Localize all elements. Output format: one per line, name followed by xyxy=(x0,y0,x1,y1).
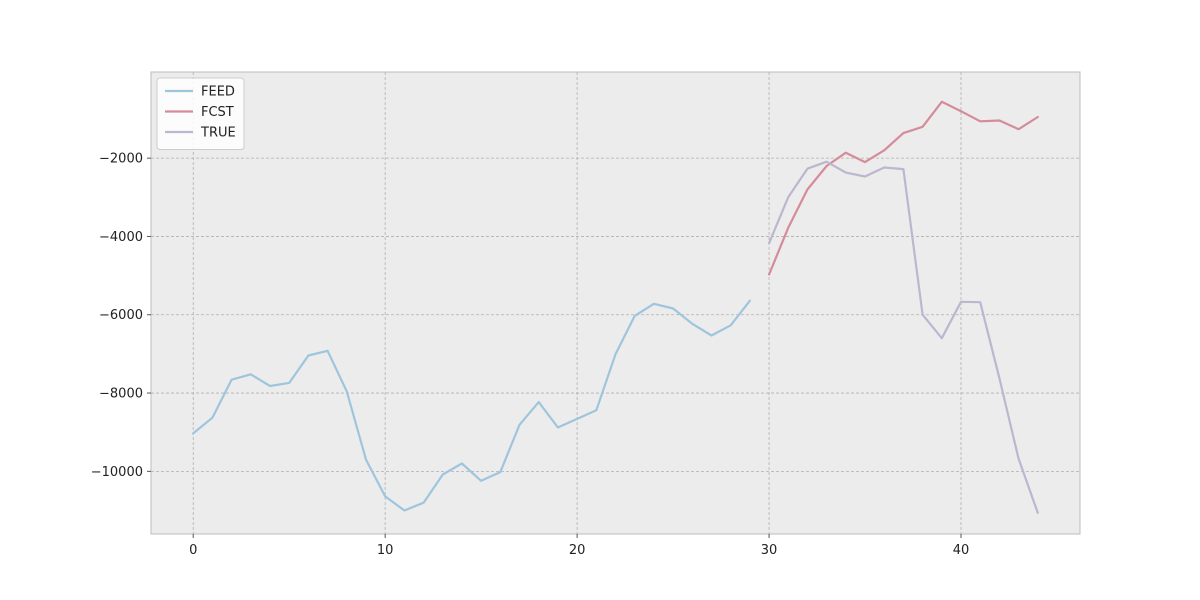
y-axis: −2000 −4000 −6000 −8000 −10000 xyxy=(91,152,151,480)
legend-label-fcst: FCST xyxy=(201,105,234,120)
series-lines xyxy=(192,100,1039,515)
legend-label-true: TRUE xyxy=(200,126,236,141)
x-tick-label: 40 xyxy=(953,543,970,558)
x-tick-label: 0 xyxy=(189,543,197,558)
x-tick-label: 20 xyxy=(569,543,586,558)
series-line-true xyxy=(767,160,1039,515)
series-line-fcst xyxy=(767,100,1039,276)
series-line-feed xyxy=(192,299,752,512)
y-tick-label: −6000 xyxy=(99,308,143,323)
x-tick-label: 30 xyxy=(761,543,778,558)
x-axis: 0 10 20 30 40 xyxy=(189,534,969,558)
y-tick-label: −8000 xyxy=(99,387,143,402)
y-tick-label: −4000 xyxy=(99,230,143,245)
plot-area xyxy=(150,71,1081,535)
y-tick-label: −10000 xyxy=(91,465,143,480)
x-tick-label: 10 xyxy=(377,543,394,558)
legend: FEED FCST TRUE xyxy=(156,77,245,150)
legend-label-feed: FEED xyxy=(201,85,235,100)
y-tick-label: −2000 xyxy=(99,152,143,167)
